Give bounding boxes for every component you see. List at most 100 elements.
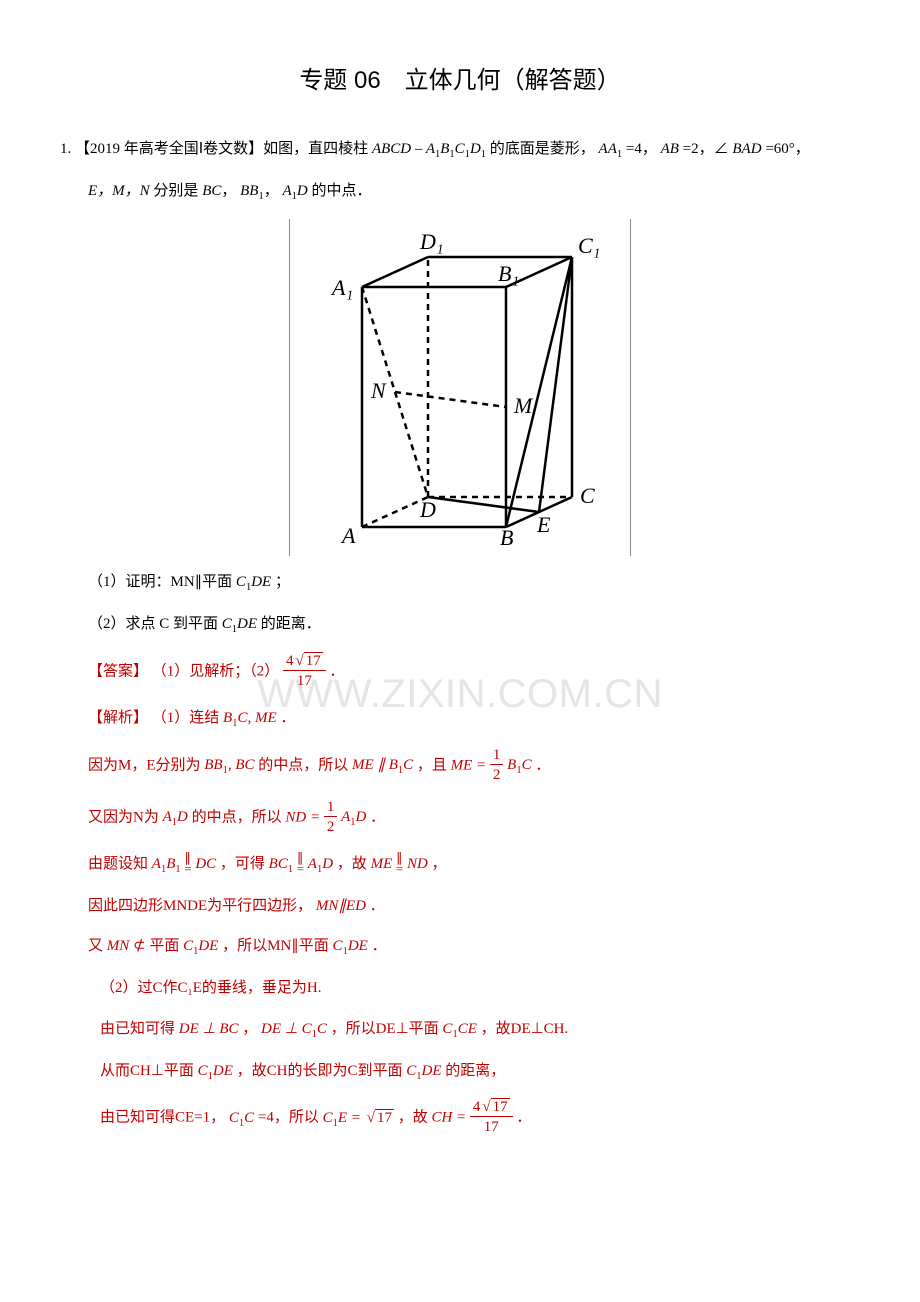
- a1d-5: A1D: [308, 856, 333, 872]
- prism-label: ABCD – A1B1C1D1: [372, 141, 486, 157]
- b1c-2: B1C: [507, 757, 531, 773]
- analysis-6: 又 MN ⊄ 平面 C1DE ，所以MN∥平面 C1DE ．: [60, 932, 860, 962]
- problem-line-2: E，M，N 分别是 BC， BB1， A1D 的中点．: [60, 177, 860, 207]
- aa1: AA1: [599, 141, 623, 157]
- den1: 2: [490, 765, 504, 786]
- analysis-3: 又因为N为 A1D 的中点，所以 ND = 12 A1D ．: [60, 798, 860, 838]
- den2: 2: [324, 817, 338, 838]
- analysis-1: 【解析】 （1）连结 B1C, ME ．: [60, 704, 860, 734]
- p2-4b: =4，所以: [258, 1110, 323, 1126]
- bc1: BC1: [269, 856, 293, 872]
- svg-text:D: D: [419, 497, 436, 522]
- de-c1c: DE ⊥ C1C: [261, 1021, 327, 1037]
- p2-1: （2）过C作C₁E的垂线，垂足为H.: [100, 980, 322, 996]
- part2-1: （2）过C作C₁E的垂线，垂足为H.: [60, 974, 860, 1003]
- pts-emn: E，M，N: [88, 183, 150, 199]
- page-content: 专题 06 立体几何（解答题） 1. 【2019 年高考全国Ⅰ卷文数】如图，直四…: [60, 60, 860, 1138]
- num1: 1: [490, 746, 504, 765]
- bc: BC: [202, 183, 221, 199]
- answer-den: 17: [283, 671, 326, 692]
- c1e: C1E =: [323, 1110, 365, 1126]
- figure-wrap: D₁C₁A₁B₁NMABCDE: [60, 219, 860, 556]
- line2-mid: 分别是: [153, 183, 202, 199]
- rad17: 17: [375, 1109, 394, 1126]
- answer-fraction: 417 17: [283, 652, 326, 692]
- half-1: 12: [490, 746, 504, 786]
- p2-4a: 由已知可得CE=1，: [100, 1110, 225, 1126]
- answer-text-1: （1）见解析；（2）: [152, 663, 280, 679]
- svg-text:B₁: B₁: [498, 261, 519, 286]
- final-den: 17: [470, 1117, 513, 1138]
- c1de-4: C1DE: [333, 938, 368, 954]
- svg-text:D₁: D₁: [419, 229, 444, 254]
- part2-2: 由已知可得 DE ⊥ BC ， DE ⊥ C1C ，所以DE⊥平面 C1CE ，…: [60, 1015, 860, 1045]
- sqrt17-a: 17: [304, 652, 323, 669]
- p2-4c: ，故: [398, 1110, 432, 1126]
- me-eq: ME =: [451, 757, 490, 773]
- nd-eq: ND =: [285, 809, 323, 825]
- svg-text:M: M: [513, 393, 534, 418]
- s2a: 因为M，E分别为: [88, 757, 204, 773]
- p2-2a: 由已知可得: [100, 1021, 179, 1037]
- s3b: 的中点，所以: [192, 809, 286, 825]
- p2-3b: ，故CH的长即为C到平面: [237, 1063, 407, 1079]
- svg-text:B: B: [500, 525, 513, 545]
- p2-3c: 的距离，: [445, 1063, 505, 1079]
- s3a: 又因为N为: [88, 809, 163, 825]
- de-bc: DE ⊥ BC: [179, 1021, 239, 1037]
- bad-val: =60°，: [765, 141, 809, 157]
- s6b: 平面: [149, 938, 183, 954]
- line2-end: 的中点．: [311, 183, 371, 199]
- s6c: ，所以MN∥平面: [222, 938, 332, 954]
- svg-text:N: N: [370, 378, 387, 403]
- s2b: 的中点，所以: [258, 757, 352, 773]
- ab: AB: [661, 141, 679, 157]
- q2-end: 的距离．: [261, 616, 321, 632]
- aa1-val: =4，: [626, 141, 657, 157]
- svg-text:E: E: [536, 512, 551, 537]
- q2-text: （2）求点 C 到平面: [88, 616, 222, 632]
- sqrt17-c: 17: [491, 1098, 510, 1115]
- analysis-label: 【解析】: [88, 710, 148, 726]
- s4c: ，故: [337, 856, 371, 872]
- part2-4: 由已知可得CE=1， C1C =4，所以 C1E = 17 ，故 CH = 41…: [60, 1098, 860, 1138]
- half-2: 12: [324, 798, 338, 838]
- s4a: 由题设知: [88, 856, 152, 872]
- b1c: B1C, ME: [223, 710, 277, 726]
- c1de-2: C1DE: [222, 616, 257, 632]
- page-title: 专题 06 立体几何（解答题）: [60, 60, 860, 95]
- p2-2c: ，故DE⊥CH.: [481, 1021, 569, 1037]
- analysis-2: 因为M，E分别为 BB1, BC 的中点，所以 ME ∥ B1C ，且 ME =…: [60, 746, 860, 786]
- answer-label: 【答案】: [88, 663, 148, 679]
- analysis-4: 由题设知 A1B1 ∥= DC ，可得 BC1 ∥= A1D ，故 ME ∥= …: [60, 850, 860, 880]
- q1-end: ；: [275, 574, 290, 590]
- svg-text:C₁: C₁: [578, 233, 600, 258]
- s2c: ，且: [417, 757, 451, 773]
- c1de-6: C1DE: [406, 1063, 441, 1079]
- mn-ed: MN∥ED: [316, 898, 366, 914]
- svg-text:C: C: [580, 483, 595, 508]
- prism-figure: D₁C₁A₁B₁NMABCDE: [320, 225, 600, 545]
- nd2: ND: [407, 856, 428, 872]
- pe1: ∥=: [184, 853, 191, 875]
- question-2: （2）求点 C 到平面 C1DE 的距离．: [60, 610, 860, 640]
- a1d-3: A1D: [163, 809, 188, 825]
- a1d: A1D: [282, 183, 307, 199]
- s1: （1）连结: [152, 710, 223, 726]
- a1d-4: A1D: [341, 809, 366, 825]
- c1ce: C1CE: [442, 1021, 476, 1037]
- s5: 因此四边形MNDE为平行四边形，: [88, 898, 312, 914]
- pe3: ∥=: [396, 853, 403, 875]
- num2: 1: [324, 798, 338, 817]
- final-fraction: 417 17: [470, 1098, 513, 1138]
- problem-line-1: 1. 【2019 年高考全国Ⅰ卷文数】如图，直四棱柱 ABCD – A1B1C1…: [60, 135, 860, 165]
- problem-source: 【2019 年高考全国Ⅰ卷文数】如图，直四棱柱: [75, 141, 372, 157]
- a1b1: A1B1: [152, 856, 181, 872]
- me-par: ME ∥ B1C: [352, 757, 413, 773]
- problem-mid: 的底面是菱形，: [490, 141, 595, 157]
- p2-3a: 从而CH⊥平面: [100, 1063, 198, 1079]
- c1c: C1C: [229, 1110, 254, 1126]
- c1de-5: C1DE: [198, 1063, 233, 1079]
- part2-3: 从而CH⊥平面 C1DE ，故CH的长即为C到平面 C1DE 的距离，: [60, 1057, 860, 1087]
- question-1: （1）证明：MN∥平面 C1DE ；: [60, 568, 860, 598]
